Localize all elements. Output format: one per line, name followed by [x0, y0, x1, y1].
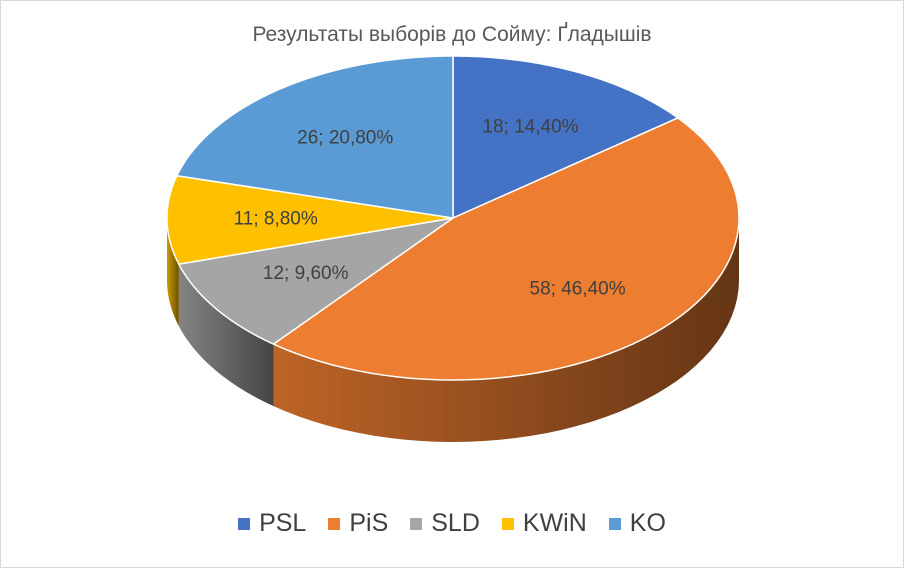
- legend-label: PSL: [259, 509, 307, 537]
- pie-side-sld: [178, 264, 274, 407]
- legend-label: PiS: [349, 509, 389, 537]
- legend-swatch: [410, 517, 423, 530]
- data-label-kwin: 11; 8,80%: [234, 208, 318, 229]
- legend-item-sld: SLD: [410, 509, 480, 538]
- legend-swatch: [501, 517, 514, 530]
- pie-side-kwin: [167, 218, 179, 327]
- legend-swatch: [328, 517, 341, 530]
- legend-item-psl: PSL: [238, 509, 306, 538]
- pie-top: [166, 55, 740, 381]
- pie-slice-ko: [176, 55, 454, 219]
- pie-slice-kwin: [166, 174, 454, 265]
- data-label-sld: 12; 9,60%: [263, 263, 349, 284]
- pie-slice-sld: [178, 217, 454, 345]
- chart-title: Результаты выбоpiв до Сойму: Ґладышів: [252, 23, 652, 46]
- legend-item-pis: PiS: [328, 509, 388, 538]
- legend-swatch: [608, 517, 621, 530]
- data-label-ko: 26; 20,80%: [297, 127, 393, 148]
- pie-side-walls: [167, 218, 739, 442]
- data-label-psl: 18; 14,40%: [482, 117, 578, 138]
- pie-slice-psl: [452, 55, 679, 219]
- legend-label: KWiN: [522, 509, 587, 537]
- legend-swatch: [238, 517, 251, 530]
- legend-label: SLD: [431, 509, 480, 537]
- pie-side-pis: [273, 218, 739, 442]
- legend-label: KO: [629, 509, 666, 537]
- data-labels: 18; 14,40% 58; 46,40% 12; 9,60% 11; 8,80% 26…: [234, 117, 626, 300]
- data-label-pis: 58; 46,40%: [530, 279, 626, 300]
- legend-item-ko: KO: [608, 509, 666, 538]
- chart-legend: PSL PiS SLD KWiN KO: [1, 509, 903, 538]
- pie-slice-pis: [272, 117, 740, 381]
- legend-item-kwin: KWiN: [501, 509, 587, 538]
